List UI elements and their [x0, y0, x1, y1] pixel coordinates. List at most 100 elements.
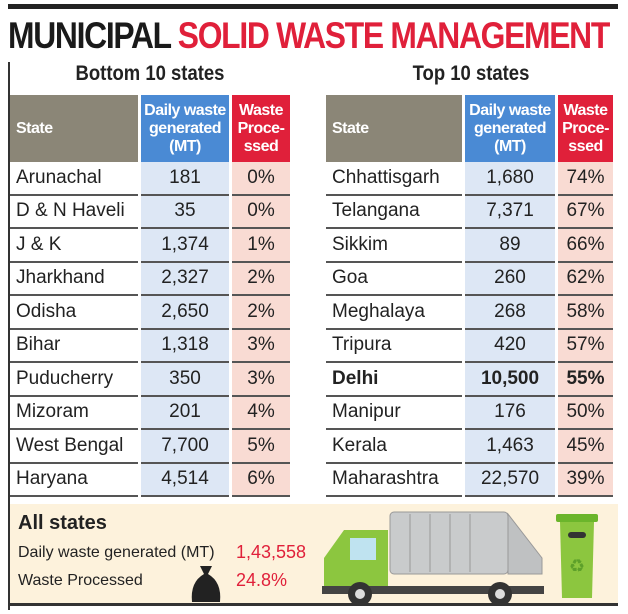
table-row: Telangana 7,371 67% — [326, 195, 613, 229]
processed-cell: 3% — [232, 329, 290, 363]
table-row: J & K 1,374 1% — [10, 229, 290, 263]
garbage-bag-icon — [191, 566, 221, 602]
tables-panel — [8, 62, 620, 610]
state-name: Odisha — [10, 296, 138, 330]
state-name: Delhi — [326, 363, 462, 397]
processed-cell: 50% — [558, 396, 613, 430]
waste-processed-value: 24.8% — [236, 570, 288, 590]
recycle-bin-icon: ♻ — [556, 514, 598, 598]
table-row: Kerala 1,463 45% — [326, 430, 613, 464]
state-name: D & N Haveli — [10, 195, 138, 229]
daily-waste-cell: 2,650 — [141, 296, 229, 330]
state-name: Telangana — [326, 195, 462, 229]
daily-waste-value: 1,43,558 — [236, 542, 307, 562]
processed-cell: 74% — [558, 162, 613, 196]
state-name: Haryana — [10, 463, 138, 497]
processed-cell: 6% — [232, 463, 290, 497]
table-row: West Bengal 7,700 5% — [10, 430, 290, 464]
processed-cell: 67% — [558, 195, 613, 229]
daily-waste-cell: 1,680 — [465, 162, 555, 196]
processed-cell: 3% — [232, 363, 290, 397]
daily-waste-cell: 201 — [141, 396, 229, 430]
state-name: Jharkhand — [10, 262, 138, 296]
state-name: Chhattisgarh — [326, 162, 462, 196]
top10-title: Top 10 states — [412, 62, 530, 85]
state-name: Arunachal — [10, 162, 138, 196]
table-row: Mizoram 201 4% — [10, 396, 290, 430]
daily-waste-cell: 1,374 — [141, 229, 229, 263]
table-row: Jharkhand 2,327 2% — [10, 262, 290, 296]
table-row: Haryana 4,514 6% — [10, 463, 290, 497]
waste-processed-label: Waste Processed — [18, 572, 143, 589]
processed-cell: 57% — [558, 329, 613, 363]
all-states-title: All states — [18, 512, 107, 534]
header-state: State — [326, 95, 462, 162]
daily-waste-cell: 35 — [141, 195, 229, 229]
header-waste-processed: Waste Proce-ssed — [232, 95, 290, 162]
header-waste-processed: Waste Proce-ssed — [558, 95, 613, 162]
title-part1: MUNICIPAL — [8, 15, 172, 56]
daily-waste-cell: 1,318 — [141, 329, 229, 363]
processed-cell: 2% — [232, 262, 290, 296]
all-states-summary: All states Daily waste generated (MT) 1,… — [10, 504, 618, 606]
state-name: Tripura — [326, 329, 462, 363]
state-name: Kerala — [326, 430, 462, 464]
processed-cell: 2% — [232, 296, 290, 330]
svg-text:♻: ♻ — [569, 556, 585, 576]
daily-waste-cell: 350 — [141, 363, 229, 397]
daily-waste-cell: 7,371 — [465, 195, 555, 229]
daily-waste-cell: 89 — [465, 229, 555, 263]
table-row: D & N Haveli 35 0% — [10, 195, 290, 229]
table-row: Goa 260 62% — [326, 262, 613, 296]
page-title: MUNICIPAL SOLID WASTE MANAGEMENT — [8, 14, 610, 58]
table-row: Sikkim 89 66% — [326, 229, 613, 263]
header-state: State — [10, 95, 138, 162]
state-name: Mizoram — [10, 396, 138, 430]
state-name: Bihar — [10, 329, 138, 363]
table-row: Chhattisgarh 1,680 74% — [326, 162, 613, 196]
daily-waste-cell: 22,570 — [465, 463, 555, 497]
daily-waste-cell: 10,500 — [465, 363, 555, 397]
processed-cell: 62% — [558, 262, 613, 296]
state-name: Puducherry — [10, 363, 138, 397]
processed-cell: 0% — [232, 162, 290, 196]
state-name: Manipur — [326, 396, 462, 430]
table-row: Manipur 176 50% — [326, 396, 613, 430]
title-part2: SOLID WASTE MANAGEMENT — [177, 15, 611, 56]
garbage-truck-icon — [322, 511, 544, 606]
daily-waste-cell: 420 — [465, 329, 555, 363]
daily-waste-cell: 1,463 — [465, 430, 555, 464]
table-row: Puducherry 350 3% — [10, 363, 290, 397]
state-name: West Bengal — [10, 430, 138, 464]
processed-cell: 39% — [558, 463, 613, 497]
table-row: Maharashtra 22,570 39% — [326, 463, 613, 497]
daily-waste-cell: 268 — [465, 296, 555, 330]
state-name: Sikkim — [326, 229, 462, 263]
processed-cell: 5% — [232, 430, 290, 464]
daily-waste-cell: 181 — [141, 162, 229, 196]
bottom10-title: Bottom 10 states — [75, 62, 225, 85]
state-name: Meghalaya — [326, 296, 462, 330]
processed-cell: 1% — [232, 229, 290, 263]
state-name: J & K — [10, 229, 138, 263]
table-row: Delhi 10,500 55% — [326, 363, 613, 397]
daily-waste-cell: 4,514 — [141, 463, 229, 497]
top-rule — [8, 4, 618, 9]
state-name: Maharashtra — [326, 463, 462, 497]
daily-waste-cell: 7,700 — [141, 430, 229, 464]
daily-waste-cell: 176 — [465, 396, 555, 430]
table-row: Bihar 1,318 3% — [10, 329, 290, 363]
daily-waste-cell: 2,327 — [141, 262, 229, 296]
table-row: Meghalaya 268 58% — [326, 296, 613, 330]
table-row: Tripura 420 57% — [326, 329, 613, 363]
processed-cell: 66% — [558, 229, 613, 263]
daily-waste-cell: 260 — [465, 262, 555, 296]
daily-waste-label: Daily waste generated (MT) — [18, 544, 215, 561]
header-daily-waste: Daily waste generated (MT) — [141, 95, 229, 162]
table-row: Arunachal 181 0% — [10, 162, 290, 196]
top10-table: State Daily waste generated (MT) Waste P… — [323, 95, 616, 497]
bottom10-table: State Daily waste generated (MT) Waste P… — [7, 95, 293, 497]
state-name: Goa — [326, 262, 462, 296]
header-daily-waste: Daily waste generated (MT) — [465, 95, 555, 162]
processed-cell: 0% — [232, 195, 290, 229]
